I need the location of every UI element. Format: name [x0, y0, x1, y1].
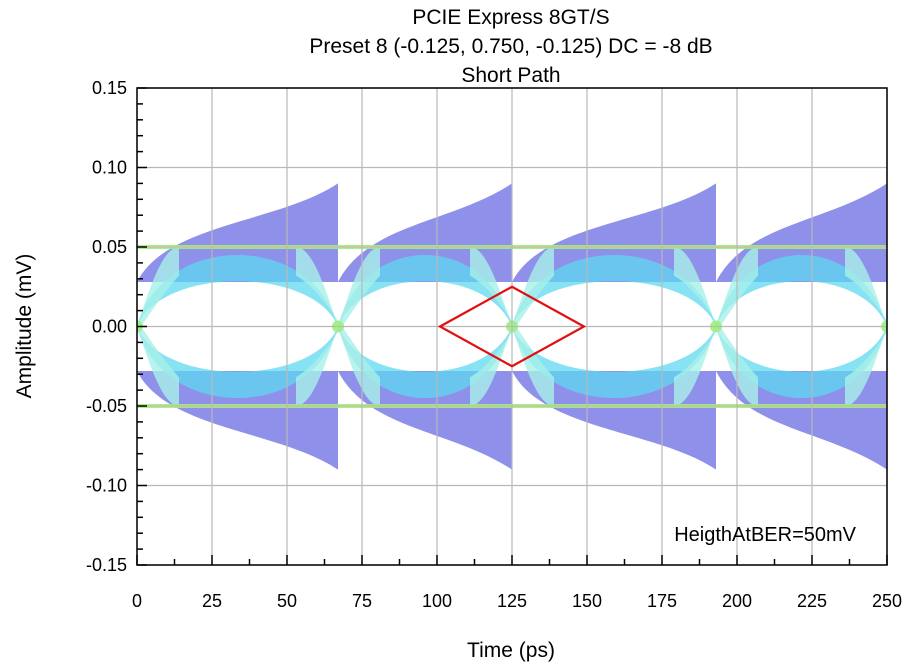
tick-labels: 0 25 50 75 100 125 150 175 200 225 250 -0.15 -0.10 -0… — [86, 78, 902, 611]
eye-band-outer-6 — [137, 371, 338, 470]
x-tick-label-9: 225 — [797, 591, 827, 611]
y-tick-label-1: -0.10 — [86, 476, 127, 496]
eye-band-inner-13 — [512, 254, 716, 327]
eye-mask — [437, 285, 587, 368]
eye-transition-rise-4 — [845, 247, 887, 327]
y-tick-label-3: 0.00 — [92, 317, 127, 337]
eye-band-inner-5 — [137, 254, 338, 327]
x-tick-label-3: 75 — [352, 591, 372, 611]
x-tick-label-4: 100 — [422, 591, 452, 611]
chart-title-line-1: PCIE Express 8GT/S — [412, 6, 609, 29]
x-axis-label: Time (ps) — [467, 639, 555, 662]
eye-band-inner-3 — [107, 327, 137, 399]
eye-band-inner-7 — [137, 326, 338, 399]
chart-title-line-2: Preset 8 (-0.125, 0.750, -0.125) DC = -8… — [309, 35, 712, 58]
y-tick-label-5: 0.10 — [92, 158, 127, 178]
y-tick-label-4: 0.05 — [92, 237, 127, 257]
eye-band-inner-17 — [716, 254, 887, 327]
eye-band-inner-15 — [512, 326, 716, 399]
eye-band-inner-11 — [338, 326, 512, 399]
y-tick-label-0: -0.15 — [86, 555, 127, 575]
eye-band-outer-0 — [107, 183, 137, 282]
y-tick-label-6: 0.15 — [92, 78, 127, 98]
x-tick-label-2: 50 — [277, 591, 297, 611]
grid-lines — [136, 87, 888, 566]
eye-band-inner-19 — [716, 326, 887, 399]
eye-transition-fall-4 — [845, 326, 887, 406]
eye-band-outer-22 — [887, 371, 907, 470]
eye-band-outer-14 — [512, 371, 716, 470]
eye-band-inner-21 — [887, 255, 907, 327]
x-tick-label-5: 125 — [497, 591, 527, 611]
x-tick-label-1: 25 — [202, 591, 222, 611]
eye-band-outer-20 — [887, 183, 907, 282]
eye-band-inner-23 — [887, 327, 907, 399]
eye-transition-rise-0 — [137, 320, 179, 406]
eye-band-inner-9 — [338, 254, 512, 327]
chart-title-line-3: Short Path — [461, 64, 560, 87]
x-tick-label-7: 175 — [647, 591, 677, 611]
eye-band-outer-2 — [107, 371, 137, 470]
x-tick-label-6: 150 — [572, 591, 602, 611]
height-at-ber-annotation: HeigthAtBER=50mV — [674, 524, 856, 546]
eye-band-outer-4 — [137, 183, 338, 282]
eye-transition-fall-0 — [137, 247, 179, 333]
eye-mask-diamond — [437, 285, 587, 368]
eye-band-outer-10 — [338, 371, 512, 470]
eye-band-outer-18 — [716, 371, 887, 470]
x-tick-label-10: 250 — [872, 591, 902, 611]
y-axis-label: Amplitude (mV) — [13, 254, 36, 399]
eye-band-outer-16 — [716, 183, 887, 282]
x-tick-label-8: 200 — [722, 591, 752, 611]
y-tick-label-2: -0.05 — [86, 396, 127, 416]
axes-frame — [136, 87, 888, 566]
x-tick-label-0: 0 — [132, 591, 142, 611]
eye-band-outer-8 — [338, 183, 512, 282]
eye-band-outer-12 — [512, 183, 716, 282]
